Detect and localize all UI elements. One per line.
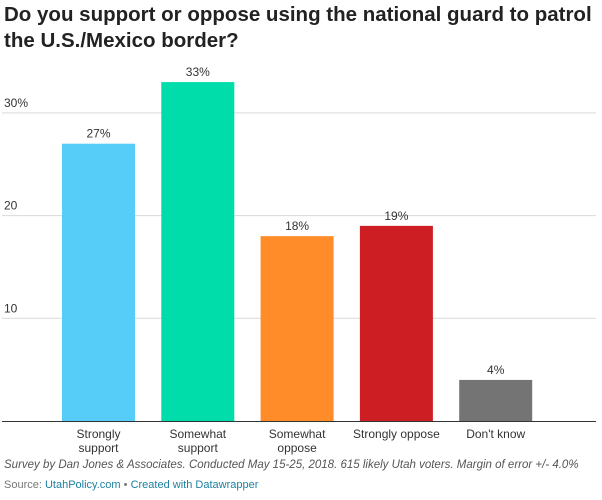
x-tick-label: Somewhat (269, 427, 326, 441)
data-label: 18% (285, 219, 309, 233)
chart-notes: Survey by Dan Jones & Associates. Conduc… (4, 459, 579, 471)
source-link[interactable]: UtahPolicy.com (44, 479, 121, 491)
x-tick-label: oppose (277, 441, 317, 455)
x-tick-label: support (78, 441, 119, 455)
datawrapper-link[interactable]: Created with Datawrapper (130, 479, 259, 491)
data-label: 19% (384, 209, 408, 223)
y-tick-label: 20 (4, 199, 18, 213)
x-tick-label: Somewhat (169, 427, 226, 441)
x-tick-label: Don't know (466, 427, 525, 441)
bar (459, 379, 533, 421)
chart-title: Do you support or oppose using the natio… (4, 3, 592, 52)
y-tick-label: 10 (4, 301, 18, 315)
separator: • (123, 479, 128, 491)
data-label: 27% (86, 127, 110, 141)
bar (161, 82, 235, 421)
y-tick-label: 30% (4, 96, 28, 110)
bar-chart: 102030%27%Stronglysupport33%Somewhatsupp… (2, 65, 596, 455)
bar (260, 236, 334, 421)
x-tick-label: Strongly (76, 427, 120, 441)
bar (62, 143, 135, 421)
x-tick-label: support (178, 441, 219, 455)
chart-source: Source: UtahPolicy.com • Created with Da… (4, 479, 258, 491)
data-label: 33% (186, 65, 210, 79)
x-tick-label: Strongly oppose (353, 427, 440, 441)
source-label: Source: (4, 479, 42, 491)
data-label: 4% (487, 363, 505, 377)
bar (359, 225, 433, 421)
